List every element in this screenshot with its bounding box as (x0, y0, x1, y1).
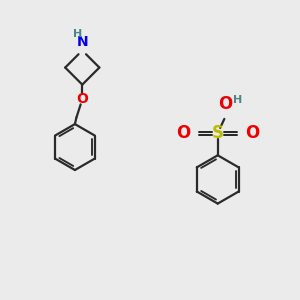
Text: O: O (76, 92, 88, 106)
Text: O: O (245, 124, 260, 142)
Text: H: H (73, 29, 83, 39)
Text: S: S (212, 124, 224, 142)
Text: O: O (176, 124, 190, 142)
Text: O: O (218, 95, 232, 113)
Text: H: H (233, 95, 242, 105)
Text: N: N (76, 35, 88, 49)
